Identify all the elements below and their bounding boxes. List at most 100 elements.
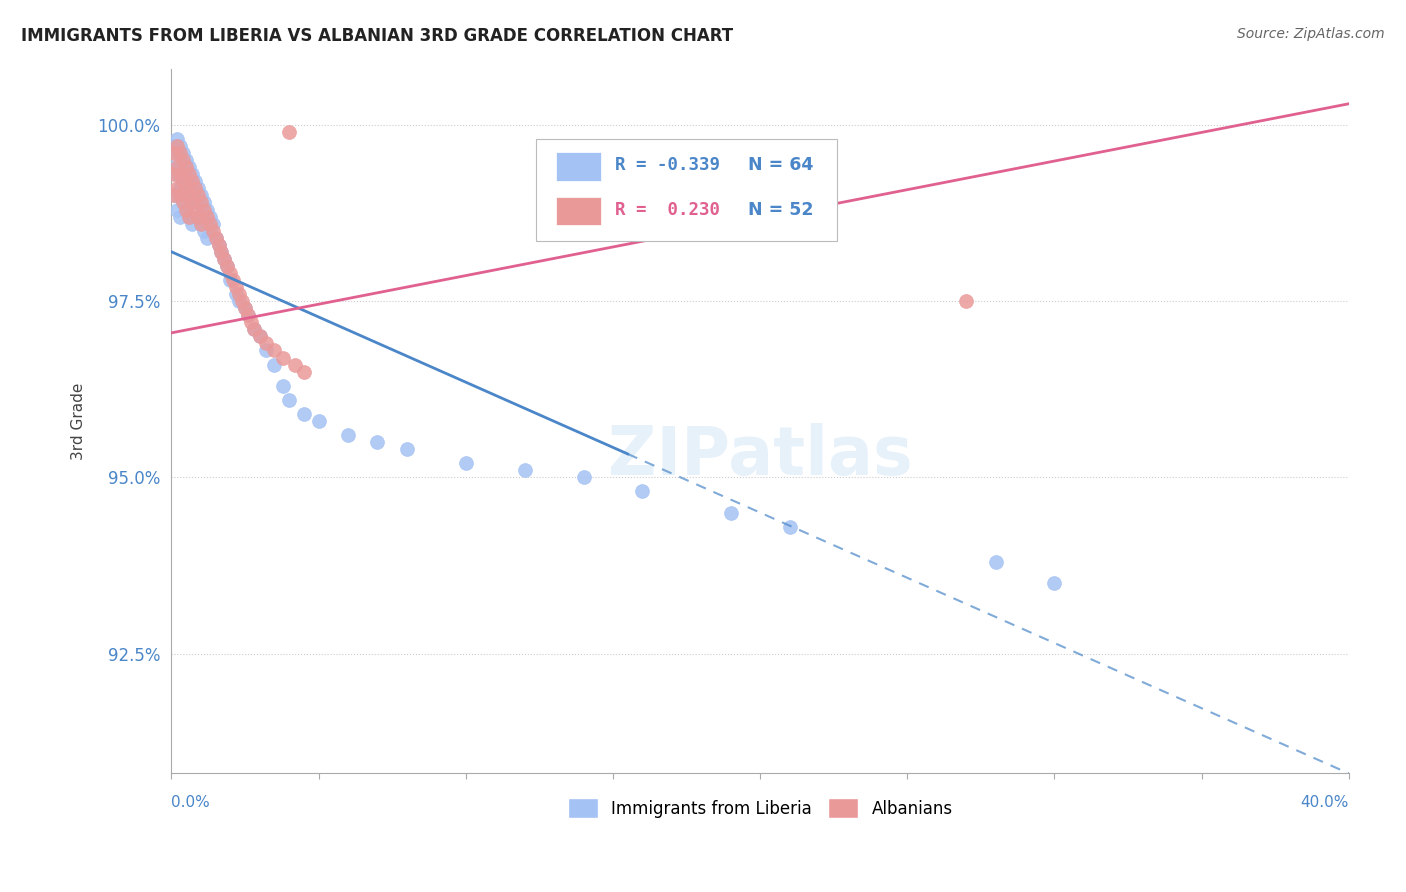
Point <box>195 210 218 224</box>
Point <box>184 202 207 217</box>
Point <box>984 555 1007 569</box>
Point <box>395 442 418 457</box>
Bar <box>557 197 602 225</box>
Point <box>169 160 191 174</box>
Point <box>163 167 186 181</box>
Point <box>219 266 242 280</box>
Point <box>179 188 201 202</box>
Point <box>174 181 197 195</box>
Point <box>169 167 191 181</box>
Point <box>233 301 256 316</box>
Text: R =  0.230: R = 0.230 <box>616 201 720 219</box>
Point <box>179 210 201 224</box>
Point <box>513 463 536 477</box>
Point <box>172 195 194 210</box>
Point <box>172 153 194 168</box>
Point <box>179 210 201 224</box>
Point <box>228 294 250 309</box>
Text: IMMIGRANTS FROM LIBERIA VS ALBANIAN 3RD GRADE CORRELATION CHART: IMMIGRANTS FROM LIBERIA VS ALBANIAN 3RD … <box>21 27 733 45</box>
Point <box>166 146 188 161</box>
Point <box>249 329 271 343</box>
Point <box>195 202 218 217</box>
Point <box>174 174 197 188</box>
Point <box>166 181 188 195</box>
Point <box>181 217 204 231</box>
Text: ZIPatlas: ZIPatlas <box>607 423 912 489</box>
Point <box>181 174 204 188</box>
Point <box>193 224 215 238</box>
Point <box>187 188 209 202</box>
Point <box>204 230 226 244</box>
Point <box>198 210 221 224</box>
Point <box>163 146 186 161</box>
Point <box>211 244 233 259</box>
Point <box>214 252 236 266</box>
Point <box>163 188 186 202</box>
Point <box>236 308 259 322</box>
Point <box>163 188 186 202</box>
Point <box>217 259 239 273</box>
Point <box>166 132 188 146</box>
Point <box>166 139 188 153</box>
Point <box>169 188 191 202</box>
Point <box>187 210 209 224</box>
Point <box>720 506 742 520</box>
Point <box>184 174 207 188</box>
Point <box>163 139 186 153</box>
Legend: Immigrants from Liberia, Albanians: Immigrants from Liberia, Albanians <box>561 791 959 825</box>
Point <box>284 358 307 372</box>
Point <box>214 252 236 266</box>
Point <box>243 322 266 336</box>
Point <box>366 435 388 450</box>
Point <box>174 202 197 217</box>
Point <box>211 244 233 259</box>
Point <box>190 217 212 231</box>
Point <box>201 224 224 238</box>
Point <box>174 202 197 217</box>
Point <box>254 343 277 358</box>
Point <box>273 351 295 365</box>
Point <box>169 181 191 195</box>
FancyBboxPatch shape <box>537 139 837 241</box>
Point <box>179 160 201 174</box>
Text: N = 52: N = 52 <box>748 201 814 219</box>
Point <box>181 167 204 181</box>
Point <box>169 146 191 161</box>
Point <box>337 428 360 442</box>
Point <box>174 153 197 168</box>
Point <box>1043 576 1066 591</box>
Point <box>631 484 654 499</box>
Point <box>217 259 239 273</box>
Point <box>219 273 242 287</box>
Point <box>172 167 194 181</box>
Point <box>225 287 247 301</box>
Point <box>166 202 188 217</box>
Point <box>181 195 204 210</box>
Text: Source: ZipAtlas.com: Source: ZipAtlas.com <box>1237 27 1385 41</box>
Point <box>239 315 262 329</box>
Point <box>278 125 301 139</box>
Point <box>179 167 201 181</box>
Text: N = 64: N = 64 <box>748 156 814 174</box>
Point <box>207 237 229 252</box>
Point <box>292 365 315 379</box>
Point <box>166 167 188 181</box>
Point <box>190 217 212 231</box>
Point <box>236 308 259 322</box>
Point <box>207 237 229 252</box>
Text: 40.0%: 40.0% <box>1301 795 1348 810</box>
Point <box>172 174 194 188</box>
Point <box>172 195 194 210</box>
Point <box>233 301 256 316</box>
Point <box>454 456 477 470</box>
Point <box>193 202 215 217</box>
Y-axis label: 3rd Grade: 3rd Grade <box>72 383 86 459</box>
Bar <box>557 153 602 180</box>
Point <box>955 294 977 309</box>
Point <box>228 287 250 301</box>
Point <box>263 358 285 372</box>
Point <box>231 294 253 309</box>
Point <box>292 407 315 421</box>
Point <box>201 217 224 231</box>
Point <box>172 146 194 161</box>
